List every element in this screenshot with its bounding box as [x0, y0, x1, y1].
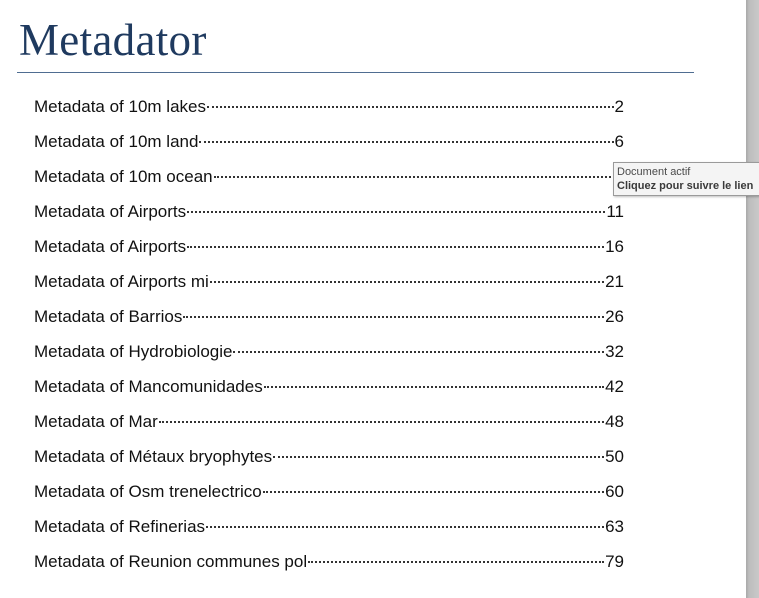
toc-dot-leader	[199, 141, 614, 143]
toc-dot-leader	[158, 421, 605, 423]
toc-dot-leader	[213, 176, 623, 178]
toc-entry-title[interactable]: Metadata of Osm trenelectrico	[34, 482, 262, 501]
toc-entry[interactable]: Metadata of Airports mi 21	[34, 264, 624, 299]
toc-dot-leader	[262, 491, 605, 493]
toc-entry[interactable]: Metadata of Airports 16	[34, 229, 624, 264]
toc-entry[interactable]: Metadata of Refinerias 63	[34, 509, 624, 544]
hyperlink-tooltip: Document actif Cliquez pour suivre le li…	[613, 162, 759, 196]
toc-dot-leader	[273, 456, 605, 458]
toc-dot-leader	[308, 561, 605, 563]
toc-entry-title[interactable]: Metadata of 10m lakes	[34, 97, 206, 116]
toc-dot-leader	[187, 211, 606, 213]
toc-dot-leader	[233, 351, 605, 353]
toc-entry-page[interactable]: 32	[605, 342, 624, 361]
document-title: Metadator	[19, 15, 207, 65]
toc-entry-title[interactable]: Metadata of Mar	[34, 412, 158, 431]
toc-entry-page[interactable]: 16	[605, 237, 624, 256]
toc-dot-leader	[209, 281, 605, 283]
toc-entry[interactable]: Metadata of 10m ocean	[34, 159, 624, 194]
toc-dot-leader	[183, 316, 605, 318]
toc-entry-page[interactable]: 26	[605, 307, 624, 326]
toc-entry[interactable]: Metadata of 10m land 6	[34, 124, 624, 159]
toc-entry-title[interactable]: Metadata of Airports	[34, 202, 187, 221]
toc-entry-page[interactable]: 50	[605, 447, 624, 466]
toc-entry-page[interactable]: 11	[606, 202, 624, 221]
table-of-contents: Metadata of 10m lakes 2 Metadata of 10m …	[34, 89, 624, 579]
toc-entry[interactable]: Metadata of Airports 11	[34, 194, 624, 229]
toc-entry[interactable]: Metadata of Métaux bryophytes 50	[34, 439, 624, 474]
page-edge-shadow	[746, 0, 759, 598]
toc-dot-leader	[187, 246, 605, 248]
toc-entry-page[interactable]: 48	[605, 412, 624, 431]
tooltip-line-2: Cliquez pour suivre le lien	[617, 180, 754, 192]
toc-entry-title[interactable]: Metadata of Mancomunidades	[34, 377, 263, 396]
toc-entry-title[interactable]: Metadata of Refinerias	[34, 517, 206, 536]
toc-entry-page[interactable]: 6	[614, 132, 624, 151]
toc-entry-page[interactable]: 60	[605, 482, 624, 501]
toc-entry-page[interactable]: 2	[614, 97, 624, 116]
toc-dot-leader	[263, 386, 605, 388]
toc-entry-page[interactable]: 42	[605, 377, 624, 396]
title-underline	[17, 72, 694, 73]
toc-entry-title[interactable]: Metadata of Hydrobiologie	[34, 342, 233, 361]
toc-entry[interactable]: Metadata of Osm trenelectrico 60	[34, 474, 624, 509]
toc-entry-title[interactable]: Metadata of Airports mi	[34, 272, 209, 291]
toc-entry[interactable]: Metadata of Mancomunidades 42	[34, 369, 624, 404]
toc-entry-title[interactable]: Metadata of 10m ocean	[34, 167, 213, 186]
toc-entry[interactable]: Metadata of Barrios 26	[34, 299, 624, 334]
toc-entry[interactable]: Metadata of Reunion communes pol 79	[34, 544, 624, 579]
toc-entry-page[interactable]: 63	[605, 517, 624, 536]
toc-dot-leader	[206, 526, 605, 528]
toc-entry-title[interactable]: Metadata of Airports	[34, 237, 187, 256]
tooltip-line-1: Document actif	[617, 166, 691, 178]
toc-entry-title[interactable]: Metadata of Reunion communes pol	[34, 552, 308, 571]
toc-entry-title[interactable]: Metadata of Barrios	[34, 307, 183, 326]
toc-entry-page[interactable]: 79	[605, 552, 624, 571]
toc-dot-leader	[206, 106, 614, 108]
toc-entry-page[interactable]: 21	[605, 272, 624, 291]
toc-entry[interactable]: Metadata of 10m lakes 2	[34, 89, 624, 124]
toc-entry-title[interactable]: Metadata of Métaux bryophytes	[34, 447, 273, 466]
toc-entry[interactable]: Metadata of Mar 48	[34, 404, 624, 439]
toc-entry[interactable]: Metadata of Hydrobiologie 32	[34, 334, 624, 369]
toc-entry-title[interactable]: Metadata of 10m land	[34, 132, 199, 151]
